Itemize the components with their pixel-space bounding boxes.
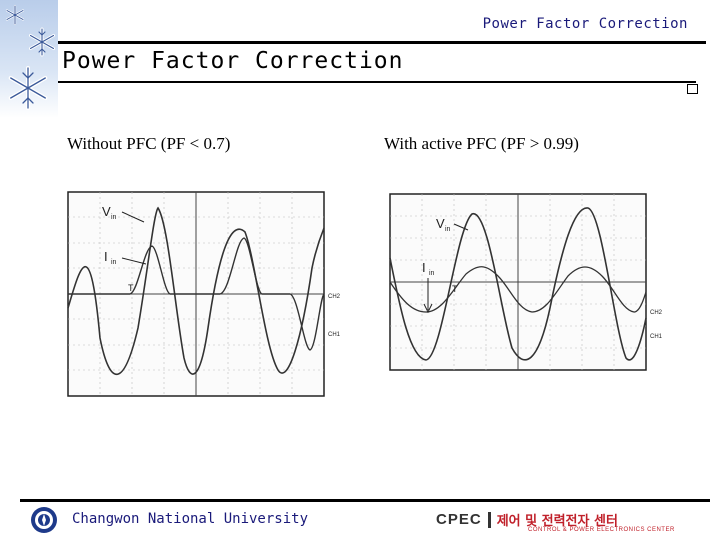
header-rule (58, 41, 706, 44)
waveform-vin (67, 206, 325, 376)
title-rule-end-box (687, 84, 698, 94)
label-iin-sub: in (429, 270, 435, 277)
university-emblem-icon (31, 507, 57, 533)
oscilloscope-without-pfc: V in I in T CH2 CH1 (67, 191, 341, 397)
cpec-name: CPEC (436, 511, 482, 528)
scope-grid (390, 194, 646, 370)
vin-pointer (453, 223, 469, 231)
title-rule (58, 81, 696, 83)
snowflake-icon (29, 27, 55, 57)
slide-title: Power Factor Correction (62, 48, 404, 74)
snowflake-icon (5, 4, 25, 26)
cpec-divider (487, 511, 491, 528)
label-iin: I (104, 249, 108, 264)
label-ch1: CH1 (650, 334, 663, 340)
cpec-korean-name: 제어 및 전력전자 센터 (496, 514, 618, 529)
label-iin-sub: in (111, 259, 117, 266)
iin-pointer-arrowhead (423, 303, 433, 314)
footer-rule (20, 499, 710, 502)
trigger-marker: T (128, 283, 134, 293)
snowflake-icon (8, 66, 48, 110)
cpec-subtitle: CONTROL & POWER ELECTRONICS CENTER (528, 527, 675, 533)
waveform-iin (68, 237, 325, 351)
label-ch2: CH2 (650, 310, 663, 316)
label-vin-sub: in (445, 226, 451, 233)
header-top-label: Power Factor Correction (482, 16, 688, 32)
cpec-logo-icon: CPEC 제어 및 전력전자 센터 (436, 510, 618, 529)
caption-without-pfc: Without PFC (PF < 0.7) (67, 134, 231, 153)
oscilloscope-with-pfc: V in I in T CH2 CH1 (389, 193, 663, 371)
label-ch2: CH2 (328, 294, 341, 300)
trigger-marker: T (452, 284, 458, 294)
waveform-vin (389, 207, 647, 361)
caption-with-pfc: With active PFC (PF > 0.99) (384, 134, 579, 153)
vin-pointer (121, 211, 145, 223)
label-ch1: CH1 (328, 332, 341, 338)
label-iin: I (422, 260, 426, 275)
iin-pointer (121, 257, 147, 265)
label-vin-sub: in (111, 214, 117, 221)
university-name: Changwon National University (72, 511, 309, 527)
label-vin: V (436, 216, 445, 231)
label-vin: V (102, 204, 111, 219)
waveform-iin (389, 266, 647, 313)
